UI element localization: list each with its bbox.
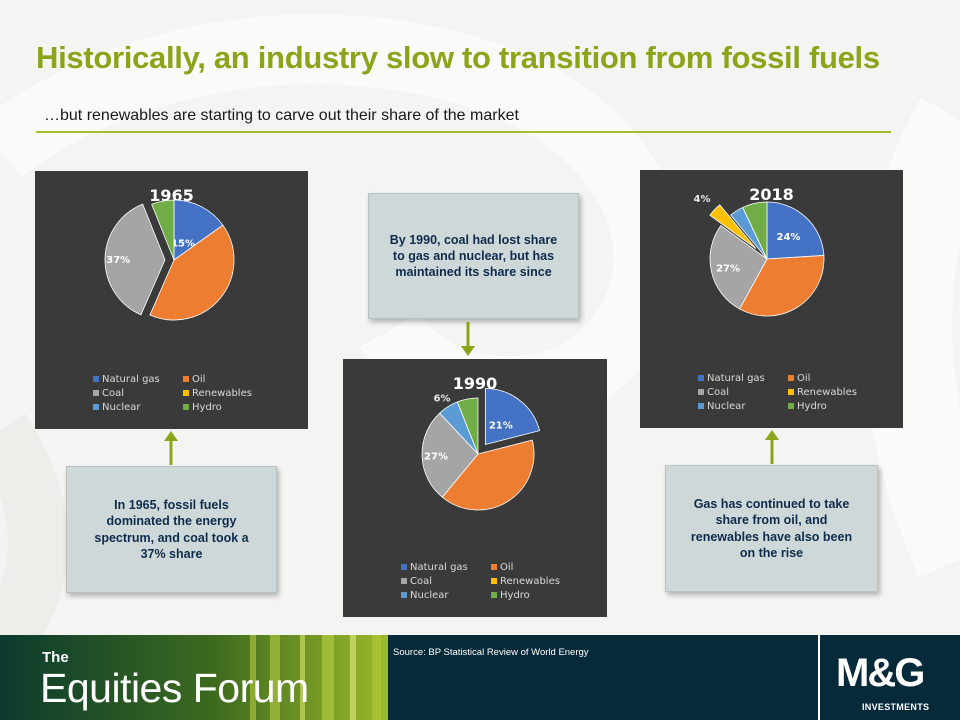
callout-2018-text: Gas has continued to take share from oil… <box>690 497 853 560</box>
data-label-coal: 27% <box>424 451 448 462</box>
legend-swatch-renewables <box>491 578 497 584</box>
company-logo-subtitle: INVESTMENTS <box>862 702 930 712</box>
legend-label-coal: Coal <box>410 576 432 587</box>
legend-label-natural-gas: Natural gas <box>707 373 765 384</box>
pie-slice-coal <box>421 412 479 498</box>
legend-label-nuclear: Nuclear <box>410 590 449 601</box>
callout-1965: In 1965, fossil fuels dominated the ener… <box>66 466 277 593</box>
page-subtitle: …but renewables are starting to carve ou… <box>44 107 519 124</box>
legend-label-coal: Coal <box>102 388 124 399</box>
pie-slice-coal <box>104 203 166 316</box>
legend-label-coal: Coal <box>707 387 729 398</box>
pie-chart-2018: 2018 24% 27% 4% Natural gas Oil Coal Renewables… <box>640 170 903 428</box>
pie-slice-coal <box>709 224 768 310</box>
pie-slice-natural-gas <box>766 201 825 260</box>
legend-swatch-coal <box>93 390 99 396</box>
legend-label-hydro: Hydro <box>797 401 827 412</box>
legend-swatch-oil <box>183 376 189 382</box>
legend-swatch-coal <box>698 389 704 395</box>
chart-2018-title: 2018 <box>749 185 794 204</box>
legend-swatch-coal <box>401 578 407 584</box>
legend-swatch-nuclear <box>401 592 407 598</box>
pie-slice-hydro <box>742 201 768 260</box>
legend-label-hydro: Hydro <box>500 590 530 601</box>
pie-slice-oil <box>149 224 235 321</box>
legend-swatch-natural-gas <box>698 375 704 381</box>
pie-slice-renewables <box>709 204 757 250</box>
pie-slice-hydro <box>151 199 175 261</box>
legend-label-renewables: Renewables <box>797 387 857 398</box>
legend-swatch-oil <box>491 564 497 570</box>
callout-1965-text: In 1965, fossil fuels dominated the ener… <box>94 498 249 561</box>
company-logo: M&G <box>836 651 925 695</box>
brand-the: The <box>42 649 69 666</box>
pie-slice-natural-gas <box>484 388 541 446</box>
title-divider <box>36 131 891 133</box>
legend-swatch-hydro <box>788 403 794 409</box>
legend-swatch-hydro <box>491 592 497 598</box>
chart-2018: 2018 24% 27% 4% Natural gas Oil Coal Renewables… <box>640 170 903 428</box>
legend-swatch-renewables <box>788 389 794 395</box>
data-label-renewables: 4% <box>694 194 711 205</box>
arrow-down-1990-icon <box>461 322 475 356</box>
legend-label-oil: Oil <box>192 374 205 385</box>
legend-label-nuclear: Nuclear <box>102 402 141 413</box>
data-label-natural-gas: 24% <box>776 232 800 243</box>
page-title: Historically, an industry slow to transi… <box>36 40 880 75</box>
legend-swatch-hydro <box>183 404 189 410</box>
data-label-nuclear: 6% <box>434 393 451 404</box>
source-note: Source: BP Statistical Review of World E… <box>393 647 589 658</box>
legend-swatch-natural-gas <box>401 564 407 570</box>
data-label-coal: 27% <box>716 264 740 275</box>
legend-label-hydro: Hydro <box>192 402 222 413</box>
callout-2018: Gas has continued to take share from oil… <box>665 465 878 592</box>
pie-slice-hydro <box>456 397 479 455</box>
legend-label-renewables: Renewables <box>500 576 560 587</box>
legend-swatch-oil <box>788 375 794 381</box>
legend-label-oil: Oil <box>500 562 513 573</box>
callout-1990-text: By 1990, coal had lost share to gas and … <box>389 232 558 280</box>
legend-label-nuclear: Nuclear <box>707 401 746 412</box>
legend-swatch-nuclear <box>93 404 99 410</box>
legend-label-renewables: Renewables <box>192 388 252 399</box>
legend-label-natural-gas: Natural gas <box>410 562 468 573</box>
legend-swatch-nuclear <box>698 403 704 409</box>
legend-label-natural-gas: Natural gas <box>102 374 160 385</box>
data-label-natural-gas: 21% <box>489 421 513 432</box>
arrow-up-1965-icon <box>164 431 178 465</box>
footer-divider <box>818 635 820 720</box>
arrow-up-2018-icon <box>765 430 779 464</box>
legend-swatch-renewables <box>183 390 189 396</box>
pie-slice-natural-gas <box>173 199 224 261</box>
pie-slice-oil <box>441 439 535 511</box>
data-label-natural-gas: 15% <box>171 238 195 249</box>
callout-1990: By 1990, coal had lost share to gas and … <box>368 193 579 319</box>
legend-swatch-natural-gas <box>93 376 99 382</box>
chart-1990: 1990 21% 27% 6% Natural gas Oil Coal Renewables… <box>343 359 607 617</box>
chart-1965: 1965 15% 37% Natural gas Oil Coal Renewables Nu… <box>35 171 308 429</box>
legend-label-oil: Oil <box>797 373 810 384</box>
pie-slice-oil <box>738 254 825 317</box>
data-label-coal: 37% <box>106 255 130 266</box>
footer-stripes <box>0 635 388 720</box>
brand-name: Equities Forum <box>40 665 309 711</box>
footer: The Equities Forum Source: BP Statistica… <box>0 635 960 720</box>
